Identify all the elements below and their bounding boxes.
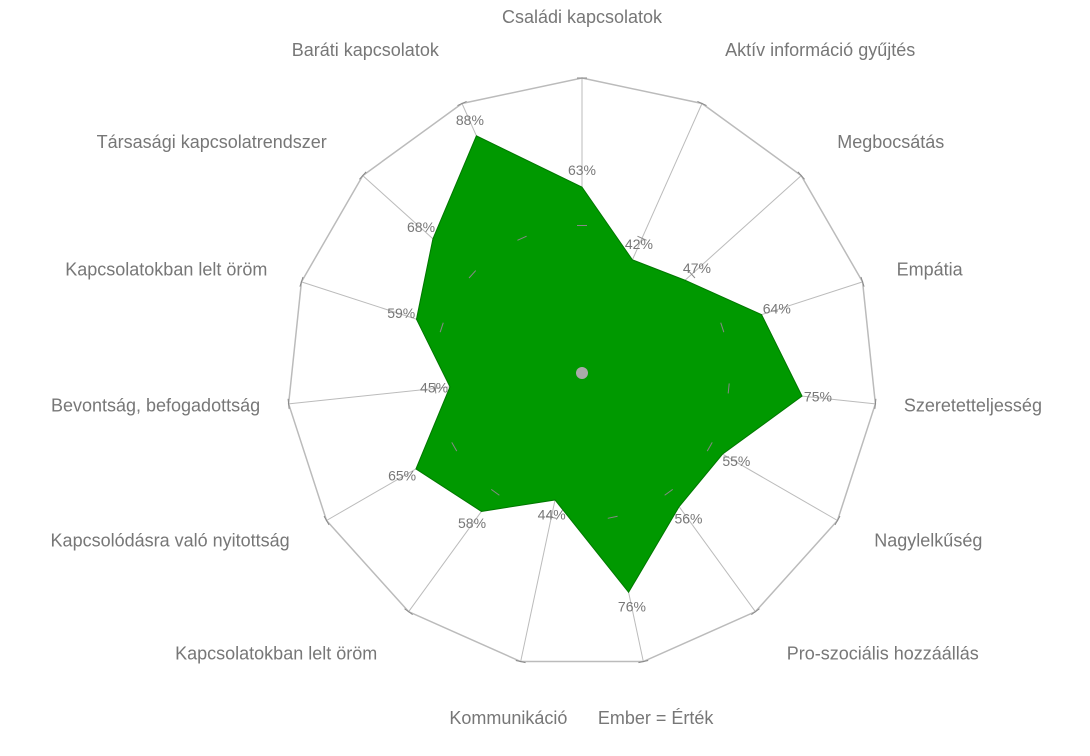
tick-mark [299,276,304,287]
tick-mark [439,322,444,333]
category-label: Megbocsátás [837,132,944,152]
category-label: Nagylelkűség [874,531,982,551]
category-label: Ember = Érték [598,708,715,728]
category-label: Kapcsolatokban lelt öröm [65,260,267,280]
category-label: Bevontság, befogadottság [51,396,260,416]
category-label: Pro-szociális hozzáállás [787,644,979,664]
tick-mark [664,488,674,496]
tick-mark [546,515,557,519]
tick-mark [706,442,713,452]
value-label: 45% [420,379,448,395]
value-label: 47% [683,260,711,276]
tick-mark [638,660,649,664]
tick-mark [359,171,367,180]
value-label: 88% [456,112,484,128]
tick-mark [860,276,865,287]
tick-mark [720,322,725,333]
value-label: 58% [458,515,486,531]
value-label: 76% [618,599,646,615]
tick-mark [515,660,526,664]
tick-mark [434,383,437,394]
category-label: Szeretetteljesség [904,396,1042,416]
value-label: 44% [538,506,566,522]
category-label: Aktív információ gyűjtés [725,40,915,60]
tick-mark [517,235,527,241]
tick-mark [727,383,730,394]
value-label: 75% [804,389,832,405]
tick-mark [468,270,477,279]
center-dot [576,367,588,379]
value-label: 64% [763,300,791,316]
category-label: Kommunikáció [449,708,567,728]
tick-mark [834,515,841,526]
category-label: Empátia [897,260,964,280]
category-label: Baráti kapcsolatok [292,40,440,60]
value-label: 63% [568,162,596,178]
value-label: 59% [387,305,415,321]
value-label: 65% [388,468,416,484]
tick-mark [797,171,805,180]
tick-mark [687,270,696,279]
tick-mark [323,515,330,526]
value-label: 56% [674,510,702,526]
category-label: Családi kapcsolatok [502,7,663,27]
tick-mark [451,442,458,452]
tick-mark [637,235,647,241]
category-label: Kapcsolatokban lelt öröm [175,644,377,664]
tick-mark [457,101,467,106]
category-label: Társasági kapcsolatrendszer [97,132,327,152]
tick-mark [697,101,707,106]
tick-mark [874,398,877,409]
tick-mark [404,608,413,616]
tick-mark [607,515,618,519]
category-label: Kapcsolódásra való nyitottság [51,531,290,551]
value-label: 55% [722,453,750,469]
radar-frame [287,77,877,663]
tick-mark [751,608,760,616]
radar-area [415,135,803,594]
value-label: 68% [407,219,435,235]
tick-mark [287,398,290,409]
value-label: 42% [625,236,653,252]
tick-mark [490,488,500,496]
